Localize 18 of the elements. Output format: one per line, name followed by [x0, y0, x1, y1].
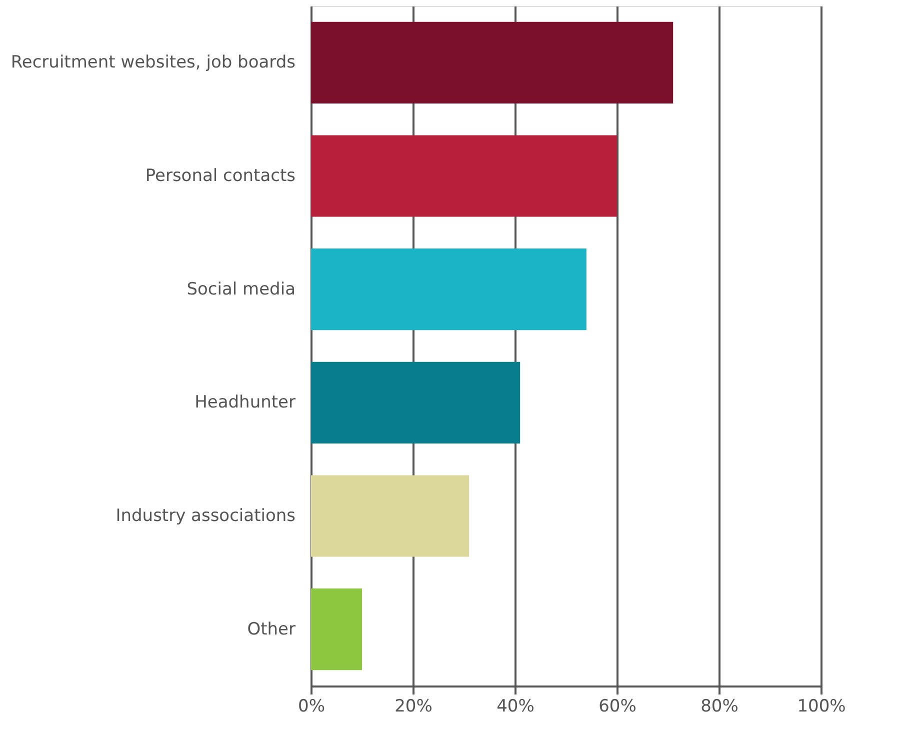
y-tick-label: Personal contacts — [145, 166, 296, 186]
x-tick-label: 100% — [797, 696, 846, 716]
bar — [311, 248, 586, 330]
x-tick-label: 0% — [298, 696, 325, 716]
bar — [311, 475, 470, 557]
bar — [311, 135, 617, 217]
x-tick-label: 40% — [496, 696, 534, 716]
y-tick-label: Headhunter — [194, 392, 296, 413]
bar — [311, 22, 674, 104]
x-tick-label: 60% — [598, 696, 636, 716]
bar — [311, 588, 362, 670]
x-tick-label: 80% — [700, 696, 738, 716]
bar — [311, 362, 520, 444]
y-tick-label: Industry associations — [116, 506, 296, 526]
x-tick-label: 20% — [394, 696, 432, 716]
y-tick-label: Social media — [186, 279, 296, 300]
y-tick-label: Recruitment websites, job boards — [10, 52, 296, 73]
y-tick-label: Other — [247, 619, 296, 640]
